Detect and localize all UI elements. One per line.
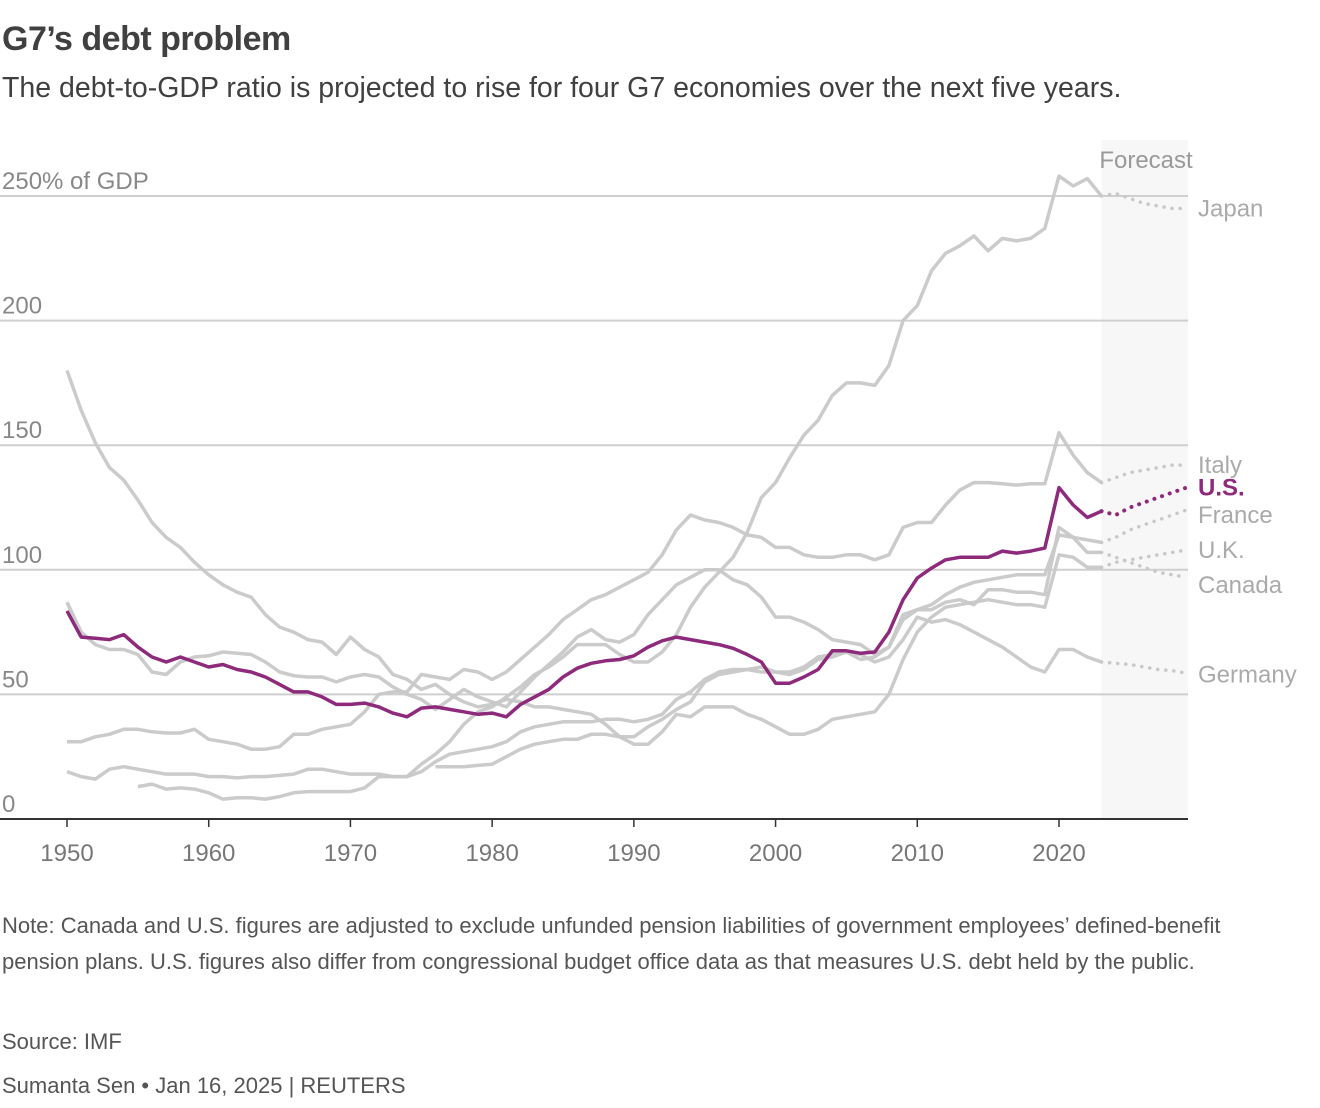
series-line-japan bbox=[137, 174, 1103, 801]
x-tick-label: 2020 bbox=[1032, 840, 1085, 867]
chart-title: G7’s debt problem bbox=[2, 20, 291, 58]
x-tick-label: 1950 bbox=[40, 840, 93, 867]
footnote: Note: Canada and U.S. figures are adjust… bbox=[2, 913, 1221, 974]
series-label: U.K. bbox=[1198, 537, 1245, 564]
chart-subtitle: The debt-to-GDP ratio is projected to ri… bbox=[2, 72, 1122, 104]
forecast-line-uk bbox=[1099, 548, 1189, 570]
forecast-line-france bbox=[1099, 508, 1189, 545]
series-label: U.S. bbox=[1198, 475, 1245, 502]
series-label: Italy bbox=[1198, 452, 1242, 479]
series-label: Japan bbox=[1198, 195, 1263, 222]
x-tick-label: 1990 bbox=[607, 840, 660, 867]
forecast-region bbox=[1101, 140, 1188, 819]
y-tick-label: 0 bbox=[2, 791, 15, 818]
y-tick-label: 150 bbox=[2, 417, 42, 444]
series-line-uk bbox=[65, 369, 1102, 746]
series-line-france bbox=[66, 533, 1102, 781]
forecast-line-japan bbox=[1099, 191, 1189, 211]
series-label: Canada bbox=[1198, 572, 1283, 599]
y-tick-label: 250% of GDP bbox=[2, 168, 149, 195]
x-tick-label: 1960 bbox=[182, 840, 235, 867]
x-tick-label: 1970 bbox=[324, 840, 377, 867]
byline: Sumanta Sen • Jan 16, 2025 | REUTERS bbox=[2, 1073, 406, 1098]
x-tick-label: 1980 bbox=[465, 840, 518, 867]
series-line-italy bbox=[67, 430, 1103, 751]
y-tick-label: 50 bbox=[2, 666, 29, 693]
forecast-line-germany bbox=[1099, 660, 1189, 675]
forecast-line-canada bbox=[1099, 550, 1189, 580]
series-line-germany bbox=[435, 615, 1103, 769]
forecast-label: Forecast bbox=[1099, 147, 1193, 174]
x-tick-label: 2010 bbox=[891, 840, 944, 867]
source: Source: IMF bbox=[2, 1029, 122, 1054]
series-line-us bbox=[65, 485, 1103, 719]
forecast-line-italy bbox=[1099, 463, 1189, 485]
x-tick-label: 2000 bbox=[749, 840, 802, 867]
series-label: France bbox=[1198, 502, 1273, 529]
series-label: Germany bbox=[1198, 661, 1297, 688]
line-chart: Forecast 0 50 100 150 200 250% of GDP 1950 1960 1… bbox=[0, 140, 1297, 867]
y-tick-label: 200 bbox=[2, 293, 42, 320]
y-tick-label: 100 bbox=[2, 542, 42, 569]
forecast-line-us bbox=[1099, 485, 1189, 518]
series-line-canada bbox=[65, 525, 1102, 712]
